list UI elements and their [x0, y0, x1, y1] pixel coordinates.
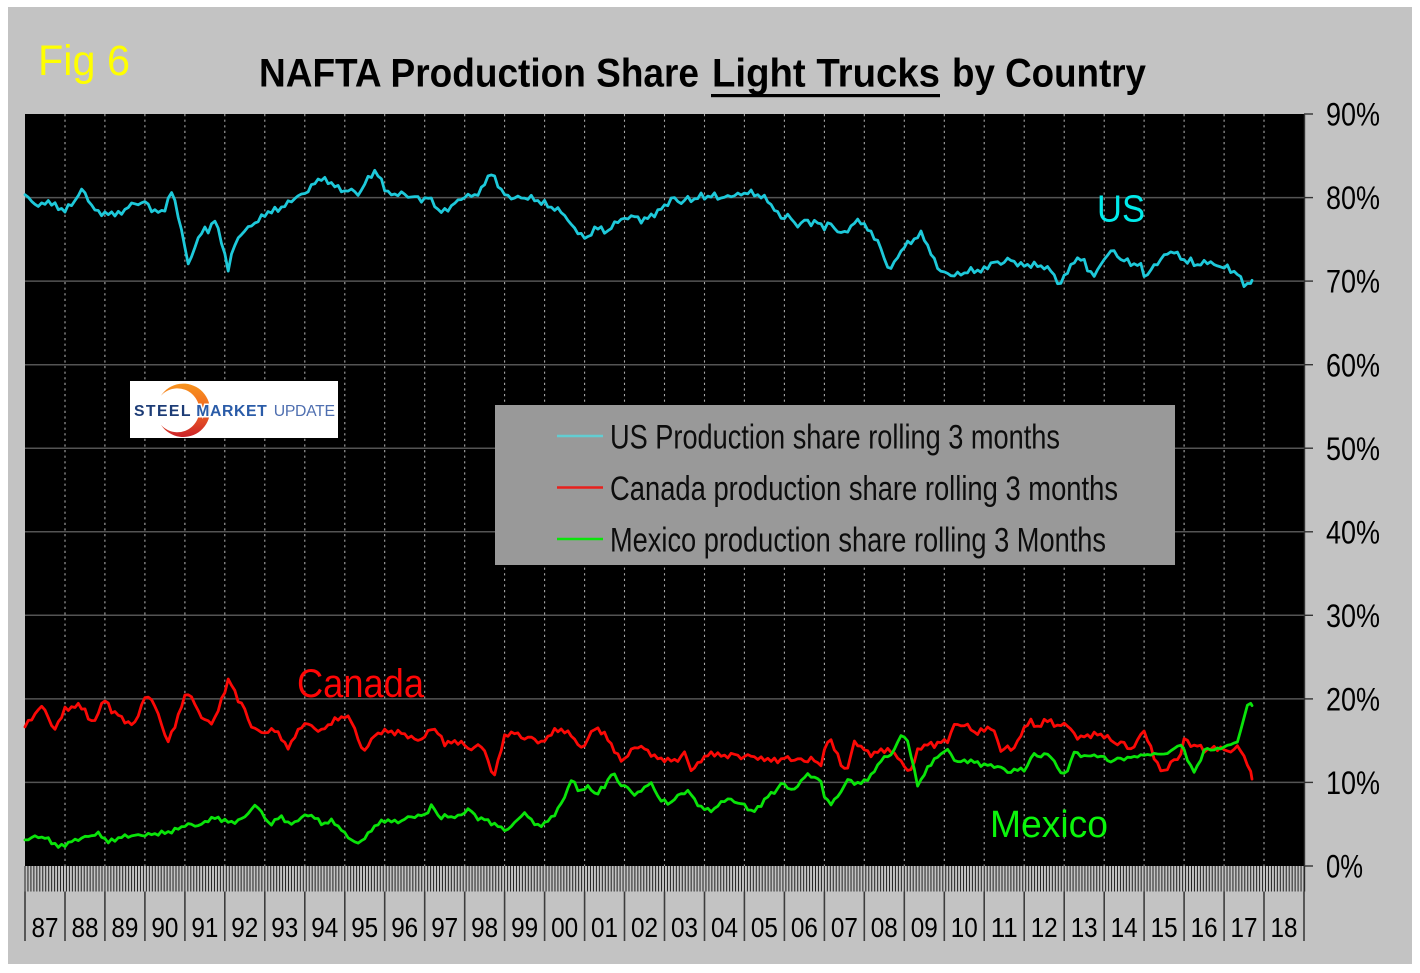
svg-text:90%: 90% [1326, 97, 1380, 133]
svg-text:03: 03 [671, 912, 698, 943]
svg-text:Light Trucks: Light Trucks [712, 52, 940, 96]
svg-text:70%: 70% [1326, 264, 1380, 300]
svg-text:STEEL: STEEL [134, 403, 191, 420]
svg-text:17: 17 [1231, 912, 1258, 943]
svg-text:MARKET: MARKET [196, 403, 267, 420]
svg-text:Mexico production share rollin: Mexico production share rolling 3 Months [610, 522, 1106, 560]
svg-text:US: US [1097, 189, 1145, 231]
svg-text:95: 95 [351, 912, 378, 943]
svg-text:93: 93 [271, 912, 298, 943]
svg-text:Canada production share rollin: Canada production share rolling 3 months [610, 470, 1118, 508]
svg-text:10%: 10% [1326, 765, 1380, 801]
svg-text:10: 10 [951, 912, 978, 943]
svg-text:by Country: by Country [952, 52, 1147, 96]
svg-text:07: 07 [831, 912, 858, 943]
svg-text:99: 99 [511, 912, 538, 943]
svg-text:16: 16 [1191, 912, 1218, 943]
svg-text:60%: 60% [1326, 347, 1380, 383]
svg-text:12: 12 [1031, 912, 1058, 943]
svg-text:06: 06 [791, 912, 818, 943]
svg-text:01: 01 [591, 912, 618, 943]
svg-text:08: 08 [871, 912, 898, 943]
svg-text:50%: 50% [1326, 431, 1380, 467]
svg-text:80%: 80% [1326, 180, 1380, 216]
svg-text:87: 87 [32, 912, 59, 943]
svg-text:13: 13 [1071, 912, 1098, 943]
svg-text:Fig 6: Fig 6 [38, 37, 130, 85]
svg-text:NAFTA Production Share: NAFTA Production Share [259, 52, 699, 96]
svg-text:14: 14 [1111, 912, 1138, 943]
svg-text:Canada: Canada [297, 662, 425, 706]
svg-text:94: 94 [311, 912, 338, 943]
svg-text:0%: 0% [1326, 849, 1363, 885]
svg-text:89: 89 [111, 912, 138, 943]
svg-text:20%: 20% [1326, 682, 1380, 718]
svg-text:04: 04 [711, 912, 738, 943]
svg-text:88: 88 [72, 912, 99, 943]
svg-text:91: 91 [191, 912, 218, 943]
svg-text:96: 96 [391, 912, 418, 943]
svg-text:40%: 40% [1326, 514, 1380, 550]
svg-text:15: 15 [1151, 912, 1178, 943]
svg-text:98: 98 [471, 912, 498, 943]
svg-text:09: 09 [911, 912, 938, 943]
svg-text:02: 02 [631, 912, 658, 943]
svg-text:30%: 30% [1326, 598, 1380, 634]
svg-text:97: 97 [431, 912, 458, 943]
svg-text:05: 05 [751, 912, 778, 943]
svg-text:UPDATE: UPDATE [274, 403, 335, 420]
svg-text:18: 18 [1271, 912, 1298, 943]
svg-text:Mexico: Mexico [990, 804, 1108, 846]
svg-text:11: 11 [991, 912, 1018, 943]
svg-text:90: 90 [151, 912, 178, 943]
svg-text:00: 00 [551, 912, 578, 943]
svg-text:US Production share rolling 3: US Production share rolling 3 months [610, 419, 1060, 457]
svg-text:92: 92 [231, 912, 258, 943]
